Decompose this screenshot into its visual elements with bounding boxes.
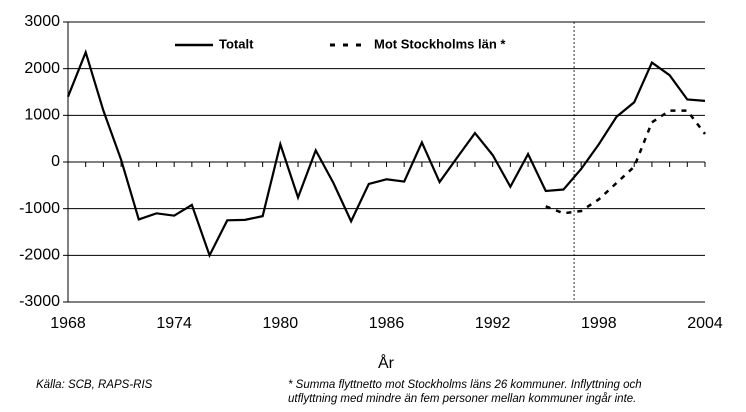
source-note: Källa: SCB, RAPS-RIS	[36, 379, 153, 391]
x-axis-label: År	[378, 353, 395, 372]
footnote: utflyttning med mindre än fem personer m…	[288, 393, 636, 405]
y-tick-label: 1000	[24, 107, 60, 124]
y-tick-label: -3000	[19, 293, 60, 310]
x-tick-label: 1986	[369, 315, 405, 332]
y-tick-label: -2000	[19, 247, 60, 264]
y-tick-label: 3000	[24, 13, 60, 30]
x-tick-label: 1974	[156, 315, 192, 332]
y-tick-label: 0	[51, 153, 60, 170]
x-tick-label: 2004	[687, 315, 723, 332]
legend-label: Totalt	[219, 36, 254, 51]
x-tick-label: 1968	[50, 315, 86, 332]
y-tick-label: 2000	[24, 60, 60, 77]
legend-label: Mot Stockholms län *	[374, 36, 506, 51]
x-tick-label: 1992	[475, 315, 511, 332]
y-tick-label: -1000	[19, 200, 60, 217]
series-line	[66, 49, 706, 259]
x-tick-label: 1998	[581, 315, 617, 332]
x-tick-label: 1980	[263, 315, 299, 332]
footnote: * Summa flyttnetto mot Stockholms läns 2…	[288, 379, 642, 391]
